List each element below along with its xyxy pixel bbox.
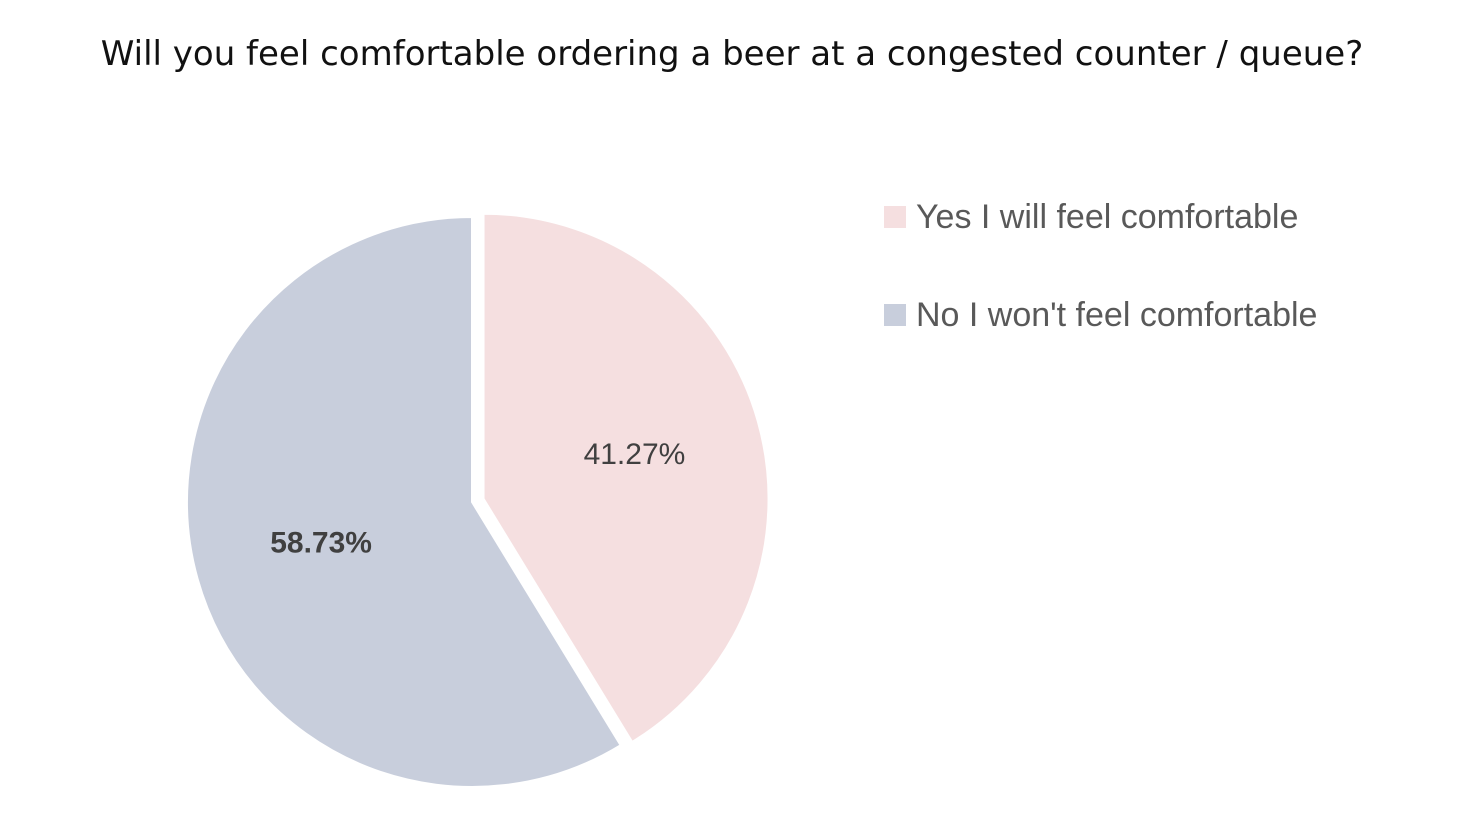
legend-label-no: No I won't feel comfortable — [916, 295, 1318, 334]
data-label-yes: 41.27% — [584, 438, 686, 471]
data-label-no: 58.73% — [270, 526, 372, 559]
legend-item-yes: Yes I will feel comfortable — [884, 196, 1317, 238]
pie-slice-yes — [482, 212, 770, 744]
legend-item-no: No I won't feel comfortable — [884, 294, 1317, 336]
chart-title: Will you feel comfortable ordering a bee… — [100, 34, 1364, 74]
legend-swatch-no — [884, 304, 906, 326]
legend-swatch-yes — [884, 206, 906, 228]
legend: Yes I will feel comfortable No I won't f… — [884, 196, 1317, 392]
pie-slice-no — [186, 215, 622, 788]
legend-label-yes: Yes I will feel comfortable — [916, 197, 1299, 236]
